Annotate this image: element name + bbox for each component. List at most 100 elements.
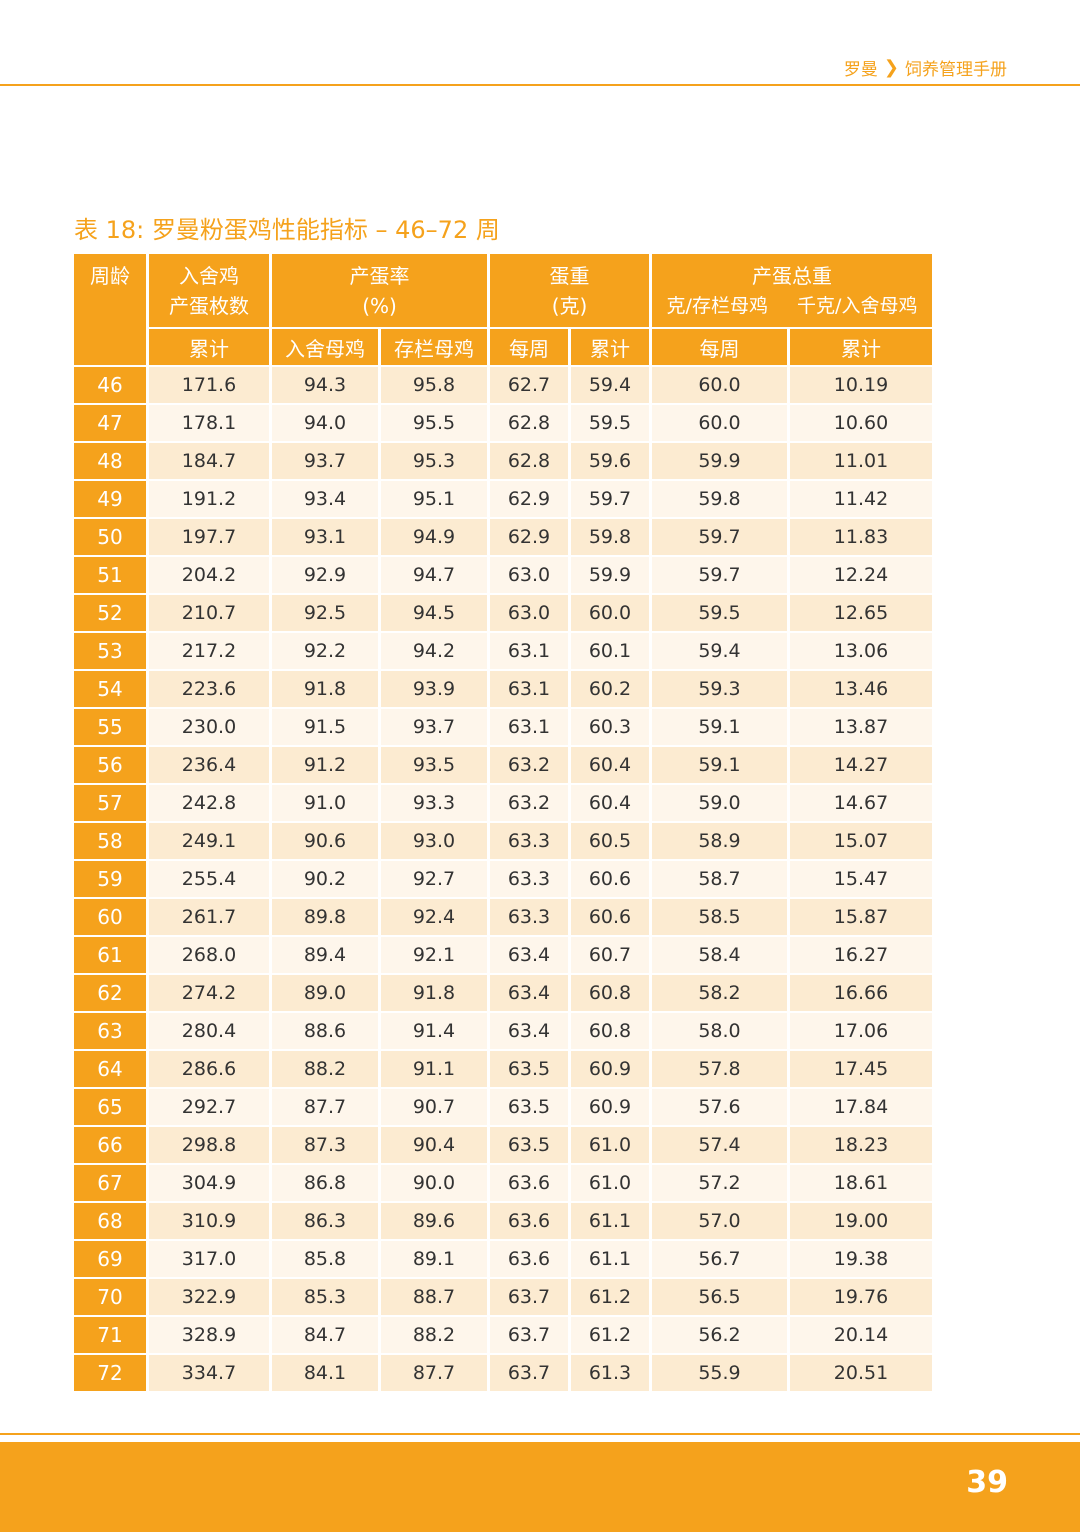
table-cell: 60.4: [571, 747, 649, 783]
week-cell: 62: [74, 975, 146, 1011]
subheader-weekly: 每周: [490, 329, 568, 365]
week-cell: 61: [74, 937, 146, 973]
table-cell: 95.1: [381, 481, 487, 517]
table-row: 70 322.9 85.3 88.7 63.7 61.2 56.5 19.76: [74, 1279, 932, 1315]
table-cell: 63.0: [490, 557, 568, 593]
week-cell: 57: [74, 785, 146, 821]
table-cell: 61.0: [571, 1165, 649, 1201]
table-row: 61 268.0 89.4 92.1 63.4 60.7 58.4 16.27: [74, 937, 932, 973]
table-cell: 93.3: [381, 785, 487, 821]
table-cell: 93.7: [272, 443, 378, 479]
table-cell: 59.9: [652, 443, 787, 479]
table-cell: 91.5: [272, 709, 378, 745]
table-cell: 236.4: [149, 747, 269, 783]
table-cell: 94.2: [381, 633, 487, 669]
running-header: 罗曼 ❯ 饲养管理手册: [844, 54, 1007, 80]
table-cell: 91.8: [381, 975, 487, 1011]
table-cell: 310.9: [149, 1203, 269, 1239]
table-cell: 63.3: [490, 899, 568, 935]
table-cell: 59.6: [571, 443, 649, 479]
table-cell: 63.6: [490, 1241, 568, 1277]
table-cell: 58.4: [652, 937, 787, 973]
table-row: 59 255.4 90.2 92.7 63.3 60.6 58.7 15.47: [74, 861, 932, 897]
table-cell: 59.4: [652, 633, 787, 669]
week-cell: 52: [74, 595, 146, 631]
table-cell: 56.5: [652, 1279, 787, 1315]
table-row: 53 217.2 92.2 94.2 63.1 60.1 59.4 13.06: [74, 633, 932, 669]
table-cell: 95.3: [381, 443, 487, 479]
table-cell: 60.8: [571, 975, 649, 1011]
table-cell: 62.9: [490, 481, 568, 517]
table-cell: 84.1: [272, 1355, 378, 1391]
table-cell: 88.7: [381, 1279, 487, 1315]
table-cell: 94.9: [381, 519, 487, 555]
table-cell: 59.7: [652, 557, 787, 593]
table-cell: 61.0: [571, 1127, 649, 1163]
table-cell: 88.2: [381, 1317, 487, 1353]
table-cell: 91.1: [381, 1051, 487, 1087]
table-cell: 230.0: [149, 709, 269, 745]
table-cell: 60.5: [571, 823, 649, 859]
table-cell: 63.4: [490, 1013, 568, 1049]
table-cell: 14.67: [790, 785, 932, 821]
table-cell: 210.7: [149, 595, 269, 631]
page-number: 39: [966, 1465, 1008, 1500]
header-age: 周龄: [74, 254, 146, 365]
table-cell: 18.61: [790, 1165, 932, 1201]
table-cell: 92.2: [272, 633, 378, 669]
table-title: 表 18: 罗曼粉蛋鸡性能指标 – 46–72 周: [74, 216, 500, 244]
table-cell: 90.4: [381, 1127, 487, 1163]
table-cell: 58.9: [652, 823, 787, 859]
table-row: 55 230.0 91.5 93.7 63.1 60.3 59.1 13.87: [74, 709, 932, 745]
table-cell: 91.2: [272, 747, 378, 783]
table-cell: 93.4: [272, 481, 378, 517]
table-cell: 57.0: [652, 1203, 787, 1239]
table-cell: 13.06: [790, 633, 932, 669]
header-divider: [0, 84, 1080, 86]
header-weight-line2: (克): [551, 293, 588, 318]
table-cell: 10.60: [790, 405, 932, 441]
table-cell: 19.38: [790, 1241, 932, 1277]
table-cell: 204.2: [149, 557, 269, 593]
table-cell: 87.7: [272, 1089, 378, 1125]
table-cell: 61.1: [571, 1241, 649, 1277]
table-row: 58 249.1 90.6 93.0 63.3 60.5 58.9 15.07: [74, 823, 932, 859]
table-cell: 261.7: [149, 899, 269, 935]
table-cell: 60.6: [571, 861, 649, 897]
week-cell: 49: [74, 481, 146, 517]
table-cell: 15.87: [790, 899, 932, 935]
table-row: 67 304.9 86.8 90.0 63.6 61.0 57.2 18.61: [74, 1165, 932, 1201]
table-cell: 58.7: [652, 861, 787, 897]
table-row: 71 328.9 84.7 88.2 63.7 61.2 56.2 20.14: [74, 1317, 932, 1353]
table-cell: 11.83: [790, 519, 932, 555]
table-cell: 85.3: [272, 1279, 378, 1315]
week-cell: 59: [74, 861, 146, 897]
table-cell: 92.5: [272, 595, 378, 631]
table-cell: 60.8: [571, 1013, 649, 1049]
week-cell: 71: [74, 1317, 146, 1353]
header-laying-rate: 产蛋率 (%): [272, 254, 487, 327]
table-cell: 93.7: [381, 709, 487, 745]
table-cell: 20.51: [790, 1355, 932, 1391]
table-cell: 60.4: [571, 785, 649, 821]
table-row: 65 292.7 87.7 90.7 63.5 60.9 57.6 17.84: [74, 1089, 932, 1125]
table-cell: 59.8: [571, 519, 649, 555]
table-cell: 171.6: [149, 367, 269, 403]
table-cell: 63.4: [490, 975, 568, 1011]
table-cell: 178.1: [149, 405, 269, 441]
table-cell: 61.1: [571, 1203, 649, 1239]
table-cell: 89.1: [381, 1241, 487, 1277]
table-cell: 63.0: [490, 595, 568, 631]
week-cell: 64: [74, 1051, 146, 1087]
table-cell: 93.0: [381, 823, 487, 859]
week-cell: 54: [74, 671, 146, 707]
table-cell: 63.3: [490, 861, 568, 897]
week-cell: 56: [74, 747, 146, 783]
table-cell: 63.7: [490, 1317, 568, 1353]
table-cell: 280.4: [149, 1013, 269, 1049]
table-cell: 16.66: [790, 975, 932, 1011]
table-row: 63 280.4 88.6 91.4 63.4 60.8 58.0 17.06: [74, 1013, 932, 1049]
table-row: 69 317.0 85.8 89.1 63.6 61.1 56.7 19.38: [74, 1241, 932, 1277]
chevron-right-icon: ❯: [883, 56, 899, 78]
table-cell: 55.9: [652, 1355, 787, 1391]
